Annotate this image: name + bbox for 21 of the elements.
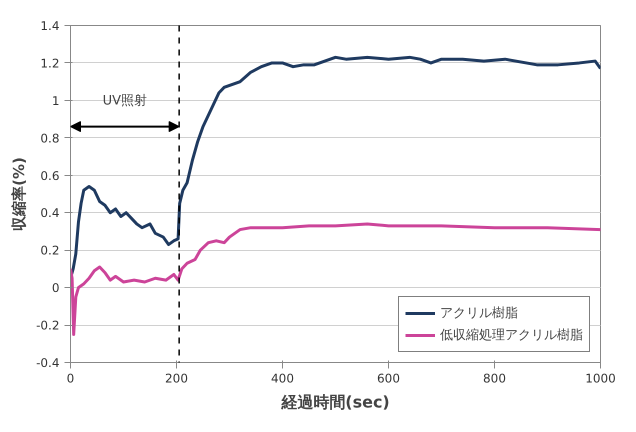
y-tick-label: 0.2	[40, 244, 60, 258]
x-tick-label: 0	[66, 372, 74, 386]
y-tick-label: 1.2	[40, 56, 60, 70]
annotation: UV照射	[102, 94, 148, 109]
y-axis-title: 収縮率(%)	[10, 157, 28, 231]
y-tick-label: 0	[52, 281, 60, 296]
x-tick-label: 800	[483, 372, 506, 386]
legend-label: 低収縮処理アクリル樹脂	[440, 327, 583, 344]
x-axis-title: 経過時間(sec)	[280, 392, 390, 412]
x-tick-label: 1000	[585, 372, 616, 386]
y-tick-label: -0.2	[36, 318, 60, 333]
y-tick-label: 1	[52, 94, 60, 108]
y-tick-label: -0.4	[36, 356, 60, 370]
y-tick-label: 1.4	[40, 19, 60, 33]
y-tick-label: 0.6	[40, 168, 60, 183]
y-tick-label: 0.8	[40, 131, 60, 146]
y-tick-label: 0.4	[40, 206, 60, 220]
x-tick-label: 600	[377, 372, 400, 386]
x-tick-label: 200	[165, 372, 188, 386]
legend-label: アクリル樹脂	[440, 305, 518, 322]
x-tick-label: 400	[271, 372, 294, 386]
